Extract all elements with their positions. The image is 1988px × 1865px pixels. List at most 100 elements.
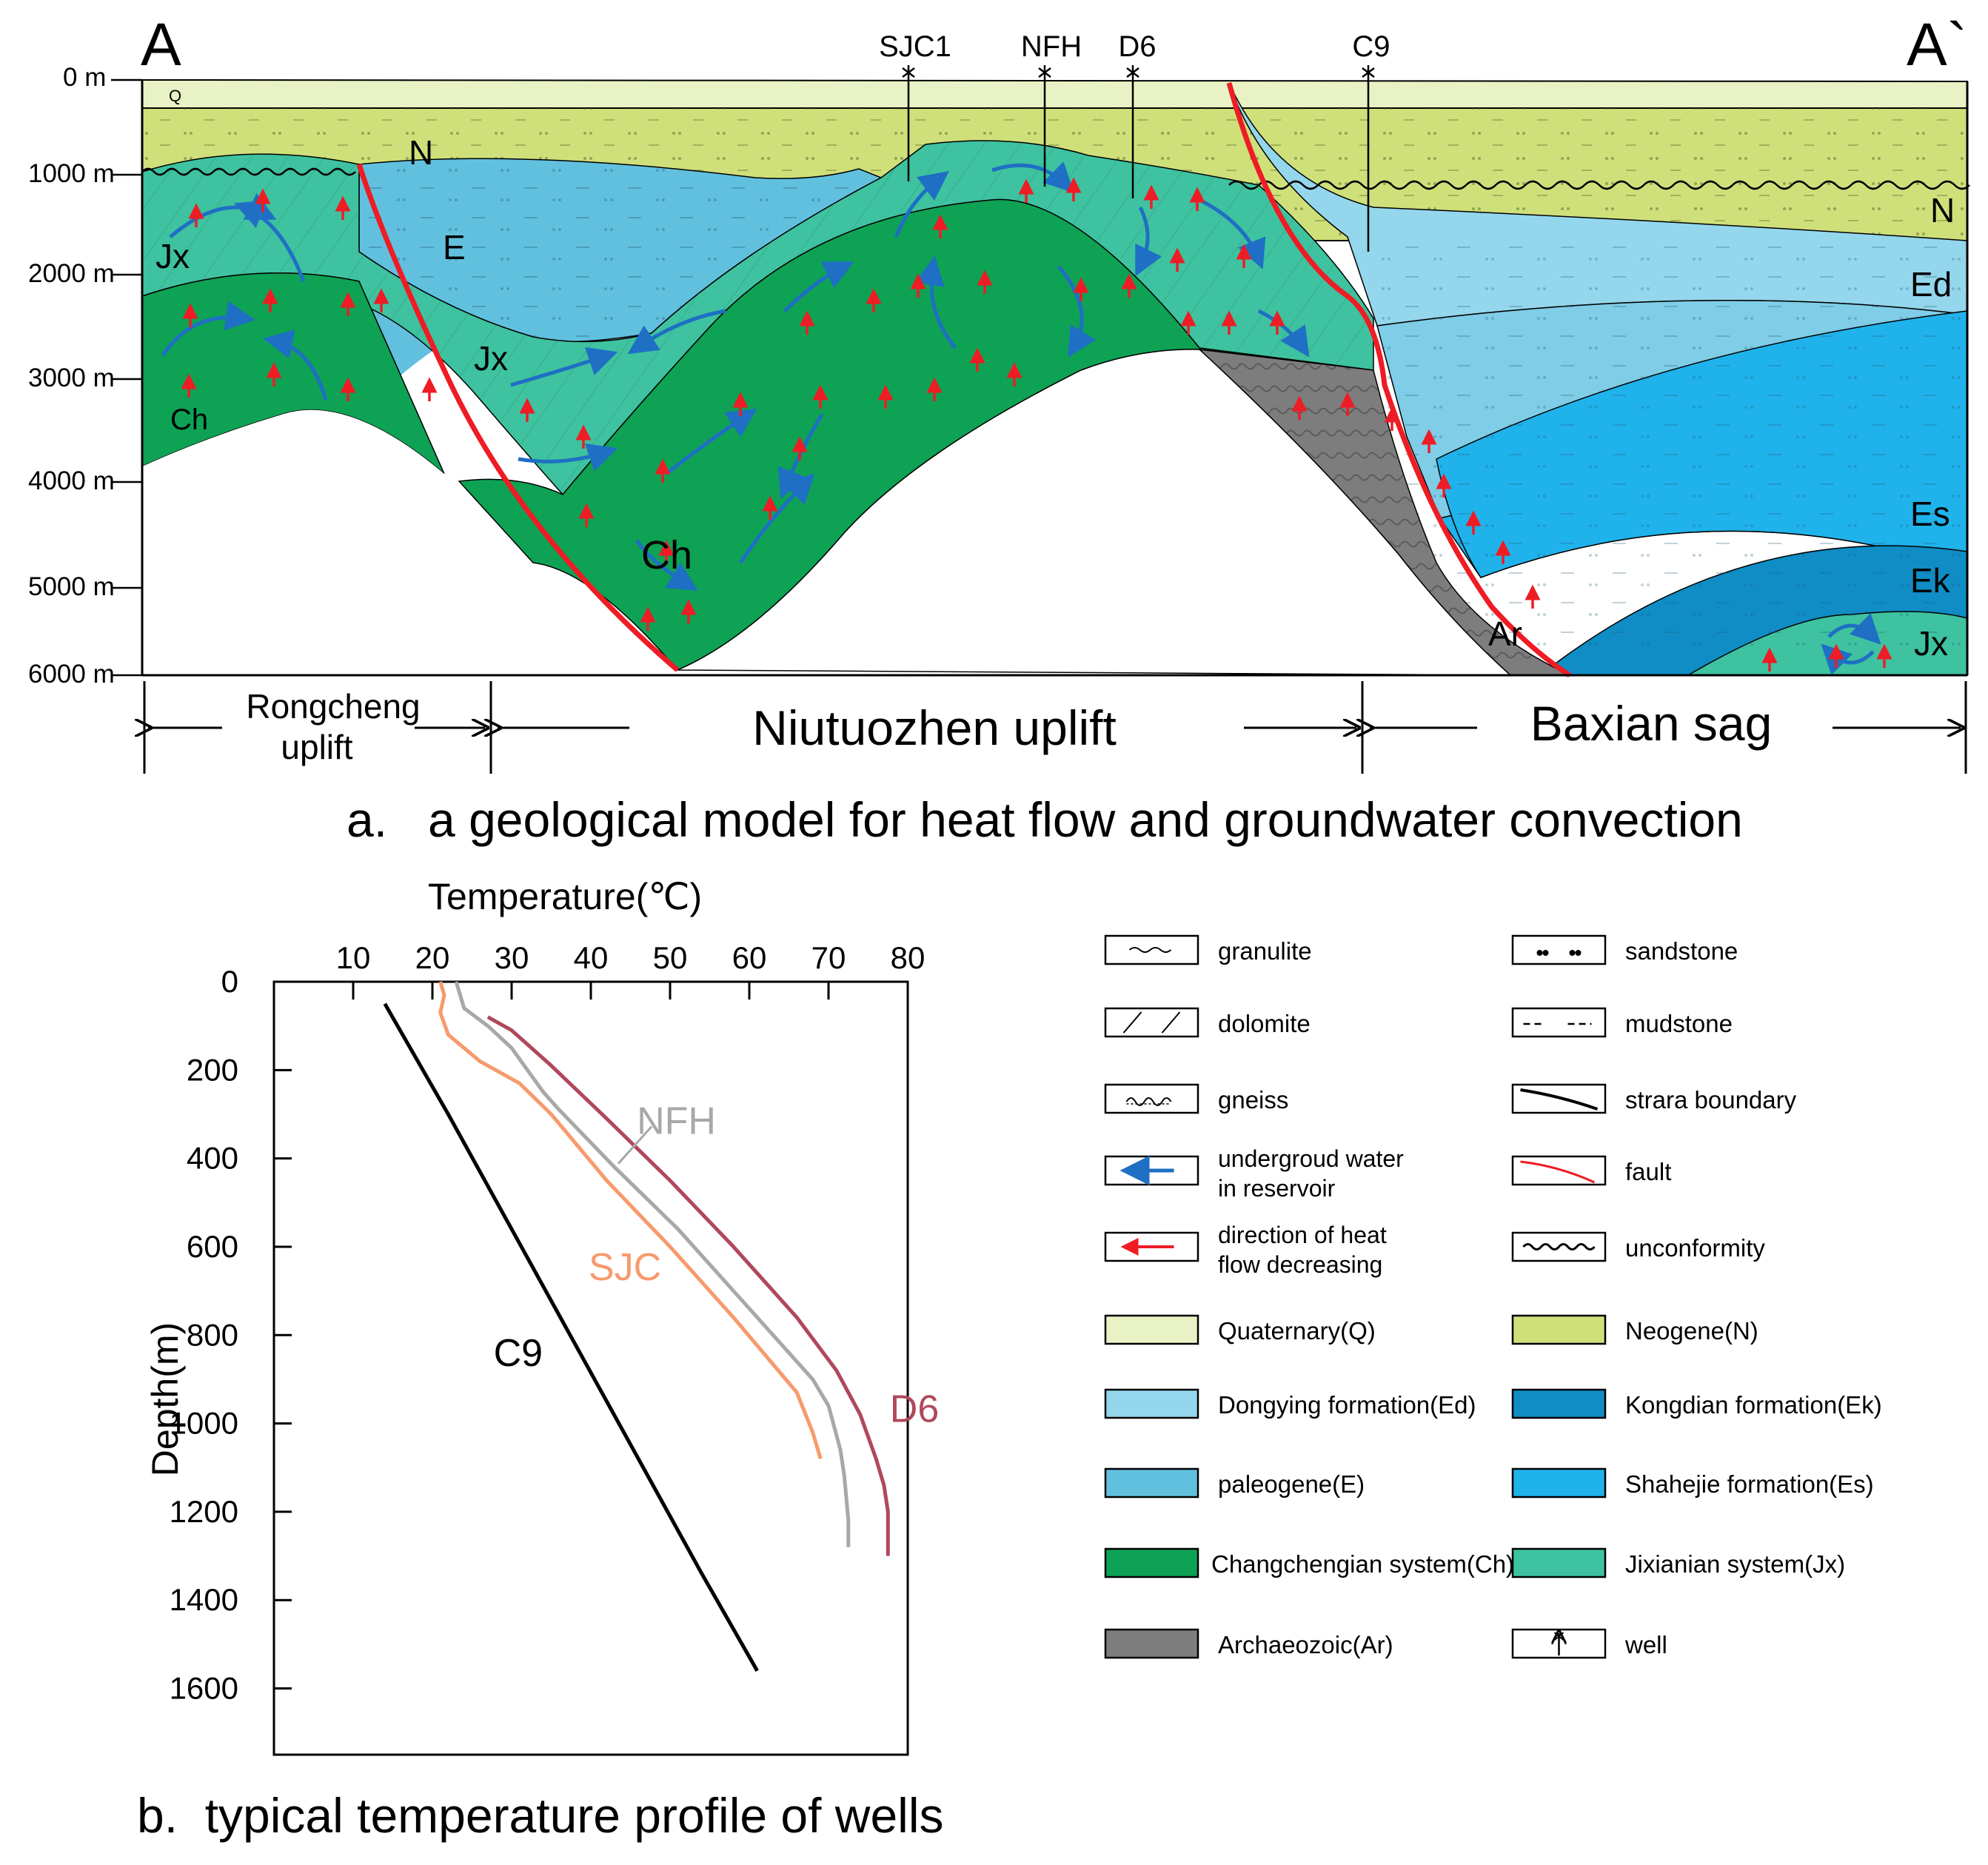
depth-label: 1000 m	[28, 159, 115, 188]
unit-quaternary	[141, 78, 1968, 109]
legend-label: Neogene(N)	[1625, 1317, 1758, 1345]
water-arrow	[234, 200, 306, 282]
y-tick-label: 1400	[170, 1582, 238, 1617]
legend-label: mudstone	[1625, 1010, 1733, 1037]
legend-label: Quaternary(Q)	[1218, 1317, 1376, 1345]
legend-swatch	[1104, 1388, 1199, 1419]
legend-label: Changchengian system(Ch)	[1211, 1550, 1514, 1578]
x-tick-label: 30	[495, 940, 529, 975]
well-label: SJC1	[879, 30, 951, 63]
water-arrow	[1057, 265, 1097, 358]
legend-swatch	[1511, 1467, 1607, 1499]
temperature-chart: 10 20 30 40 50 60 70 80020040060080010001200140…	[137, 876, 943, 1843]
legend-label: dolomite	[1218, 1010, 1311, 1037]
legend-symbol-fault	[1520, 1160, 1596, 1184]
region-baxian: Baxian sag	[1530, 696, 1773, 751]
y-tick-label: 400	[187, 1141, 238, 1176]
legend-label: well	[1624, 1631, 1667, 1658]
unit-label-n: N	[1930, 191, 1955, 230]
depth-label: 3000 m	[28, 364, 115, 392]
cross-section: 0 m 1000 m 2000 m 3000 m 4000 m 5000 m 6…	[28, 11, 1970, 847]
series-label-sjc: SJC	[589, 1246, 661, 1289]
legend-symbol-gneiss	[1125, 1097, 1172, 1106]
region-rongcheng: uplift	[281, 728, 352, 766]
legend-item: Quaternary(Q)	[1104, 1314, 1376, 1345]
unconformity-sag	[1228, 180, 1970, 190]
legend-item: dolomite	[1104, 1007, 1311, 1038]
water-arrow	[991, 161, 1074, 193]
unconformity-top	[141, 167, 356, 176]
water-arrow	[518, 443, 618, 472]
well-label: NFH	[1021, 30, 1082, 63]
series-line-sjc	[438, 981, 823, 1460]
x-tick-label: 20	[415, 940, 450, 975]
y-tick-label: 0	[221, 964, 238, 999]
y-tick-label: 800	[187, 1317, 238, 1352]
legend-swatch	[1104, 934, 1199, 965]
legend-symbol-boundary	[1520, 1088, 1599, 1111]
x-tick-label: 60	[732, 940, 767, 975]
legend-label: gneiss	[1218, 1086, 1288, 1114]
unit-label-ed: Ed	[1910, 265, 1952, 304]
unit-label-n: N	[409, 133, 433, 172]
chart-frame	[272, 980, 909, 1756]
section-end-left: A	[141, 11, 181, 78]
legend-symbol-dolomite	[1122, 1011, 1181, 1034]
legend-label: paleogene(E)	[1218, 1470, 1365, 1498]
water-arrow	[738, 473, 815, 564]
legend-item: direction of heat flow decreasing	[1104, 1222, 1387, 1278]
legend-item: Neogene(N)	[1511, 1314, 1758, 1345]
legend-label: granulite	[1218, 937, 1312, 965]
legend-item: Shahejie formation(Es)	[1511, 1467, 1874, 1499]
y-tick-label: 600	[187, 1229, 238, 1264]
legend-item: sandstone	[1511, 934, 1738, 965]
fault-baxian	[1226, 82, 1571, 677]
unit-basement-left	[142, 409, 677, 675]
series-line-c9	[383, 1002, 759, 1672]
legend-label: Shahejie formation(Es)	[1625, 1470, 1874, 1498]
legend-item: Jixianian system(Jx)	[1511, 1547, 1845, 1578]
caption-a: a. a geological model for heat flow and …	[347, 792, 1743, 847]
legend-swatch	[1511, 1547, 1607, 1578]
legend-label: Kongdian formation(Ek)	[1625, 1391, 1882, 1419]
water-arrow	[627, 309, 726, 355]
x-tick-label: 70	[811, 940, 846, 975]
x-tick-label: 80	[891, 940, 926, 975]
x-tick-label: 40	[574, 940, 609, 975]
water-arrow	[161, 301, 255, 357]
fault-rongcheng	[356, 163, 680, 672]
legend-item: Dongying formation(Ed)	[1104, 1388, 1476, 1419]
legend-item: well	[1511, 1628, 1667, 1659]
water-arrow	[263, 329, 328, 401]
depth-ticks	[111, 78, 142, 677]
unit-sag-texture	[1377, 244, 1969, 659]
series-line-nfh	[454, 981, 851, 1547]
legend-symbol-well	[1555, 1633, 1564, 1655]
heat-flow-arrows	[181, 177, 1892, 672]
depth-label: 4000 m	[28, 466, 115, 495]
legend-item: mudstone	[1511, 1007, 1733, 1038]
water-arrow	[783, 261, 854, 312]
water-arrow	[1827, 613, 1881, 645]
legend-item: undergroud water in reservoir	[1104, 1145, 1404, 1202]
legend-item: Archaeozoic(Ar)	[1104, 1628, 1393, 1659]
legend-symbol-sandstone	[1536, 950, 1582, 956]
legend-label: undergroud water	[1218, 1145, 1404, 1172]
legend-swatch	[1511, 1388, 1607, 1419]
well-label: D6	[1118, 30, 1156, 63]
y-tick-label: 200	[187, 1052, 238, 1087]
chart-lines: C9 SJC NFH D6	[383, 981, 939, 1672]
legend-swatch	[1511, 1083, 1607, 1114]
well-nfh-mark	[1038, 67, 1051, 78]
legend-swatch	[1104, 1467, 1199, 1499]
unit-label-ch: Ch	[641, 533, 692, 577]
legend-swatch	[1511, 934, 1607, 965]
chart-xlabel: Temperature(℃)	[428, 876, 702, 917]
legend-swatch	[1104, 1628, 1199, 1659]
legend-symbol-unconformity	[1522, 1243, 1596, 1250]
legend-item: unconformity	[1511, 1231, 1765, 1262]
legend-label: fault	[1625, 1158, 1671, 1185]
legend-label: direction of heat	[1218, 1222, 1387, 1248]
well-c9-mark	[1362, 67, 1375, 78]
y-tick-label: 1200	[170, 1494, 238, 1529]
